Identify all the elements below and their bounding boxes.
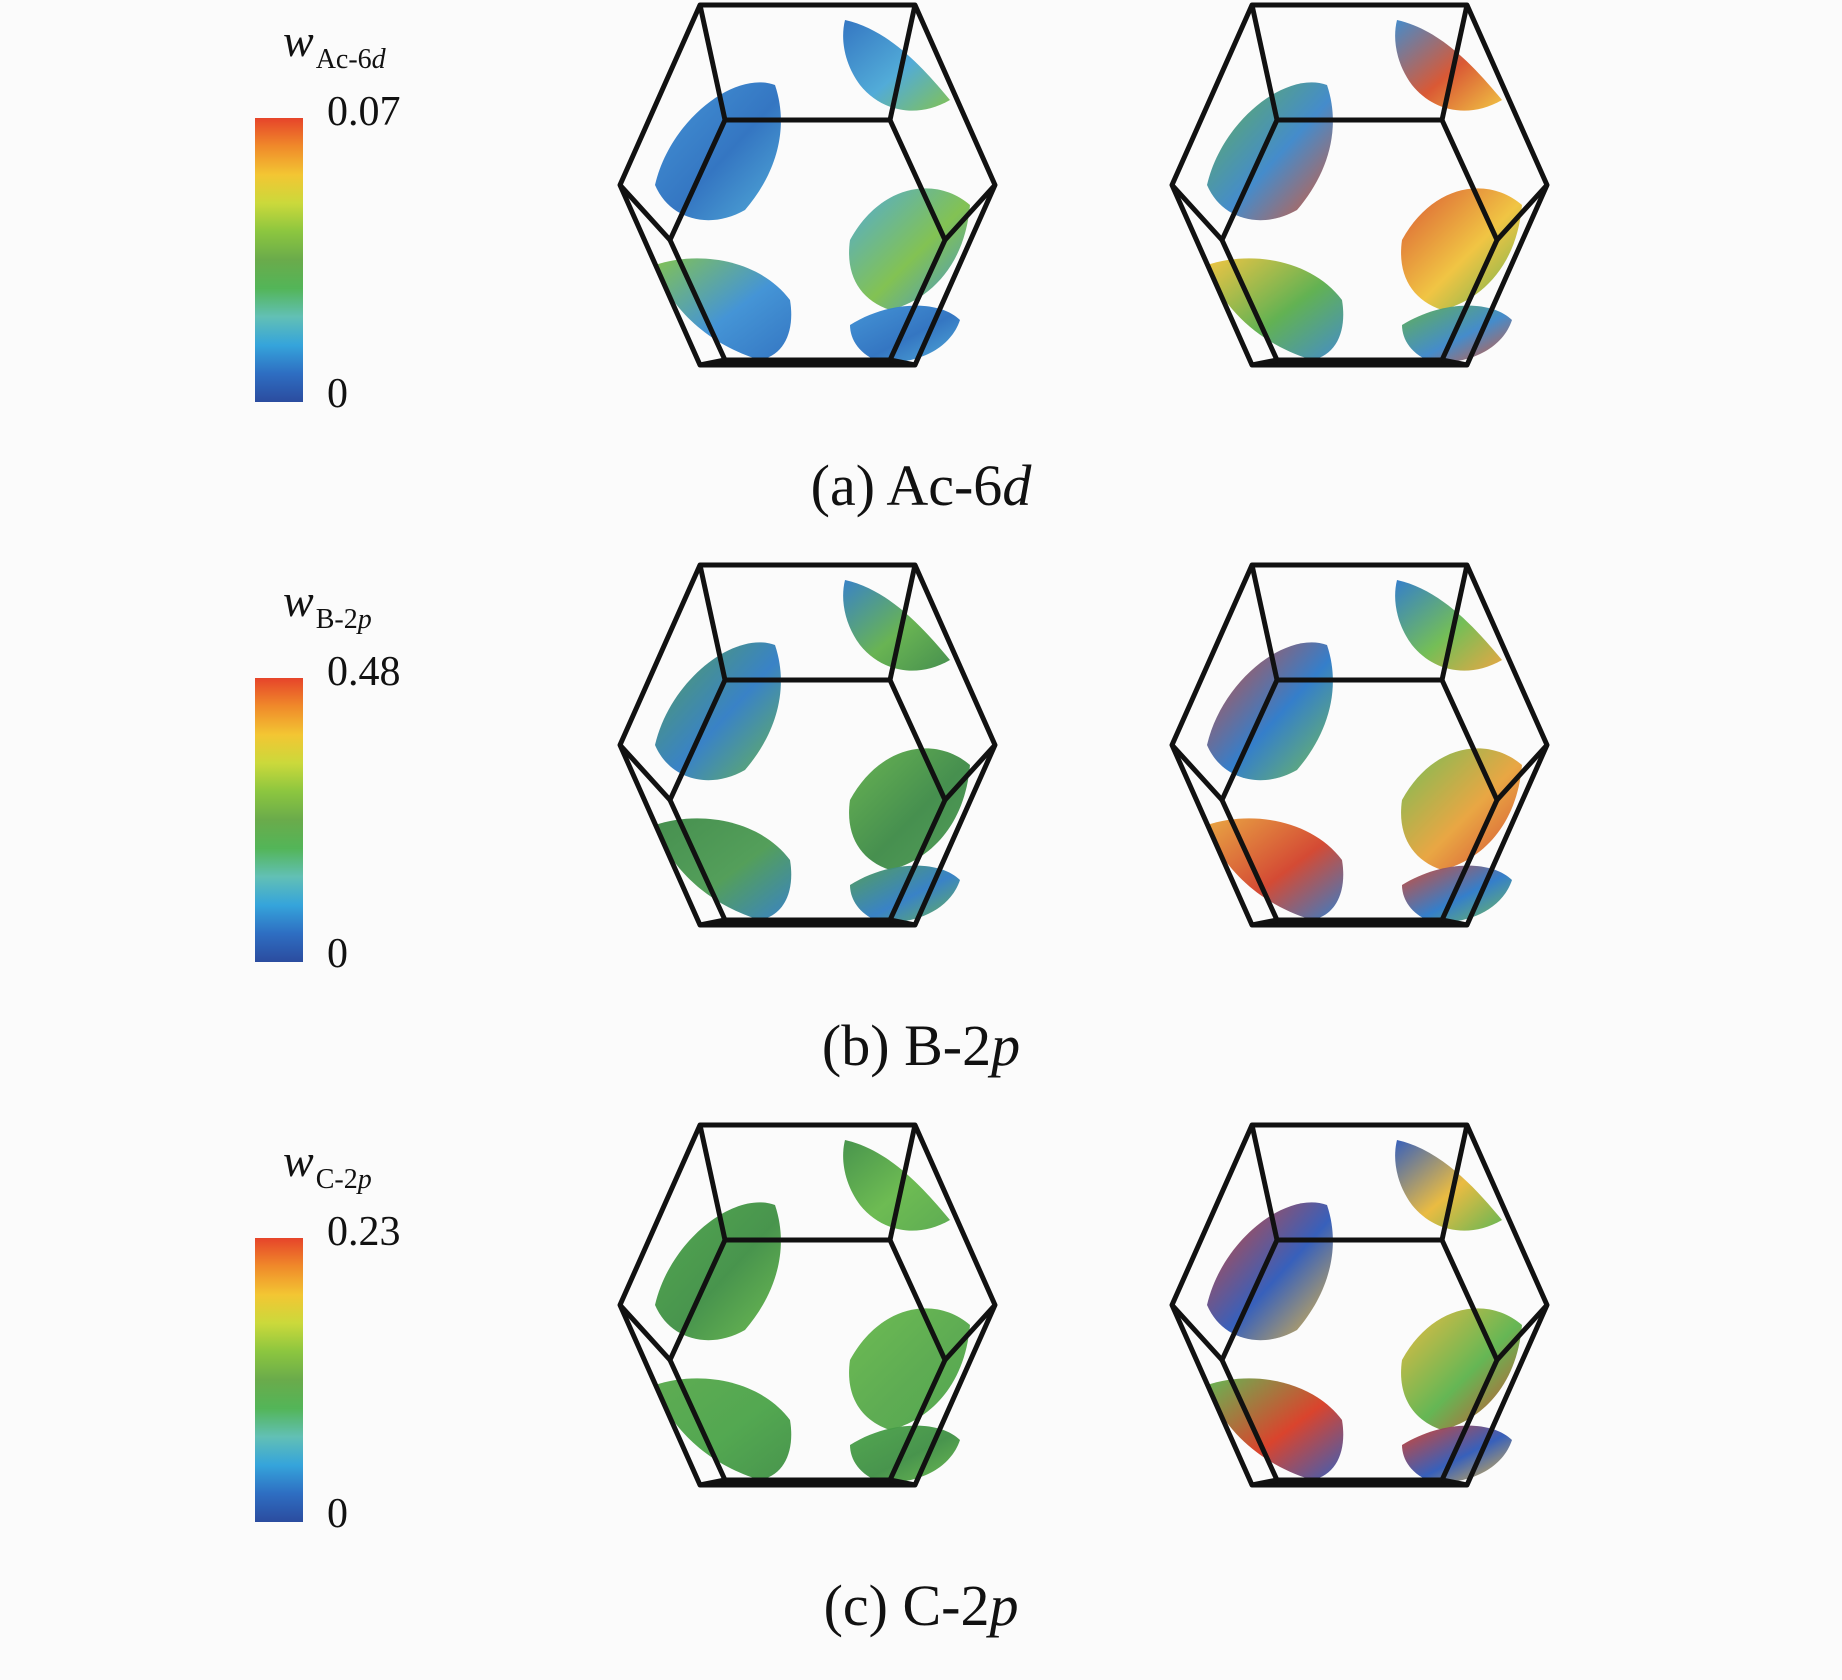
fermi-surface-sheet (1207, 1202, 1333, 1341)
fermi-surface-sheet (1402, 1425, 1512, 1483)
colorbar-min-label-b: 0 (327, 931, 348, 977)
brillouin-zone-edge (1441, 1477, 1468, 1488)
brillouin-zone-edge (943, 743, 997, 802)
brillouin-zone-edge (699, 917, 726, 928)
caption-a: (a) Ac-6d (810, 453, 1032, 518)
brillouin-zone-edge (1439, 4, 1470, 121)
fermi-surface-sheet (849, 1308, 970, 1430)
fermi-surface-view-left-c (560, 1120, 1060, 1560)
fermi-surface-sheet (1395, 580, 1502, 671)
fermi-surface-view-right-a (1112, 0, 1612, 440)
fermi-surface-sheet (1207, 82, 1333, 221)
brillouin-zone-edge (1495, 1303, 1549, 1362)
fermi-surface-sheet (1401, 1308, 1522, 1430)
fermi-surface-sheet (1401, 188, 1522, 310)
fermi-surface-view-right-c (1112, 1120, 1612, 1560)
colorbar-max-label-c: 0.23 (327, 1209, 401, 1255)
fermi-surface-sheet (655, 642, 781, 781)
brillouin-zone-edge (887, 1124, 918, 1241)
brillouin-zone-edge (1249, 1124, 1280, 1241)
fermi-surface-sheet (850, 865, 960, 923)
brillouin-zone-edge (699, 357, 726, 368)
colorbar-title-a: wAc-6d (283, 15, 386, 75)
fermi-surface-sheet (655, 82, 781, 221)
brillouin-zone-edge (1495, 183, 1549, 242)
caption-b: (b) B-2p (821, 1013, 1021, 1078)
brillouin-zone-edge (697, 564, 728, 681)
brillouin-zone-edge (699, 1477, 726, 1488)
colorbar-max-label-a: 0.07 (327, 89, 401, 135)
brillouin-zone-edge (697, 4, 728, 121)
colorbar-title-c: wC-2p (283, 1135, 372, 1195)
fermi-surface-view-left-a (560, 0, 1060, 440)
brillouin-zone-edge (618, 183, 672, 242)
brillouin-zone-edge (889, 917, 916, 928)
fermi-surface-sheet (849, 748, 970, 870)
brillouin-zone-edge (887, 4, 918, 121)
fermi-surface-sheet (1395, 20, 1502, 111)
colorbar-legend-b: wB-2p 0.48 0 (255, 560, 455, 980)
fermi-surface-sheet (1395, 1140, 1502, 1231)
fermi-surface-sheet (655, 1202, 781, 1341)
colorbar-a (255, 118, 303, 402)
colorbar-gradient (255, 678, 303, 962)
fermi-surface-sheet (843, 1140, 950, 1231)
panel-a: wAc-6d 0.07 0 (a) Ac-6d (0, 0, 1842, 560)
brillouin-zone-edge (697, 1124, 728, 1241)
colorbar-gradient (255, 1238, 303, 1522)
fermi-surface-sheet (1402, 865, 1512, 923)
brillouin-zone-edge (943, 183, 997, 242)
brillouin-zone-edge (1251, 357, 1278, 368)
fermi-surface-sheet (1401, 748, 1522, 870)
brillouin-zone-edge (1170, 743, 1224, 802)
caption-c: (c) C-2p (823, 1573, 1019, 1638)
brillouin-zone-edge (1441, 917, 1468, 928)
colorbar-b (255, 678, 303, 962)
fermi-surface-sheet (850, 1425, 960, 1483)
brillouin-zone-edge (1441, 357, 1468, 368)
brillouin-zone-edge (1170, 1303, 1224, 1362)
fermi-surface-sheet (849, 188, 970, 310)
colorbar-title-b: wB-2p (283, 575, 372, 635)
colorbar-legend-c: wC-2p 0.23 0 (255, 1120, 455, 1540)
fermi-surface-sheet (1402, 305, 1512, 363)
brillouin-zone-edge (1249, 4, 1280, 121)
panel-b: wB-2p 0.48 0 (b) B-2p (0, 560, 1842, 1120)
brillouin-zone-edge (618, 1303, 672, 1362)
brillouin-zone-edge (889, 1477, 916, 1488)
fermi-surface-sheet (1207, 642, 1333, 781)
panel-c: wC-2p 0.23 0 (c) C-2p (0, 1120, 1842, 1680)
brillouin-zone-edge (943, 1303, 997, 1362)
colorbar-c (255, 1238, 303, 1522)
fermi-surface-sheet (850, 305, 960, 363)
brillouin-zone-edge (1439, 1124, 1470, 1241)
fermi-surface-sheet (843, 20, 950, 111)
brillouin-zone-edge (1170, 183, 1224, 242)
brillouin-zone-edge (618, 743, 672, 802)
colorbar-gradient (255, 118, 303, 402)
colorbar-min-label-a: 0 (327, 371, 348, 417)
colorbar-max-label-b: 0.48 (327, 649, 401, 695)
brillouin-zone-edge (1251, 917, 1278, 928)
brillouin-zone-edge (1495, 743, 1549, 802)
colorbar-min-label-c: 0 (327, 1491, 348, 1537)
brillouin-zone-edge (889, 357, 916, 368)
fermi-surface-view-right-b (1112, 560, 1612, 1000)
brillouin-zone-edge (887, 564, 918, 681)
brillouin-zone-edge (1439, 564, 1470, 681)
brillouin-zone-edge (1251, 1477, 1278, 1488)
brillouin-zone-edge (1249, 564, 1280, 681)
fermi-surface-sheet (843, 580, 950, 671)
fermi-surface-view-left-b (560, 560, 1060, 1000)
colorbar-legend-a: wAc-6d 0.07 0 (255, 0, 455, 420)
